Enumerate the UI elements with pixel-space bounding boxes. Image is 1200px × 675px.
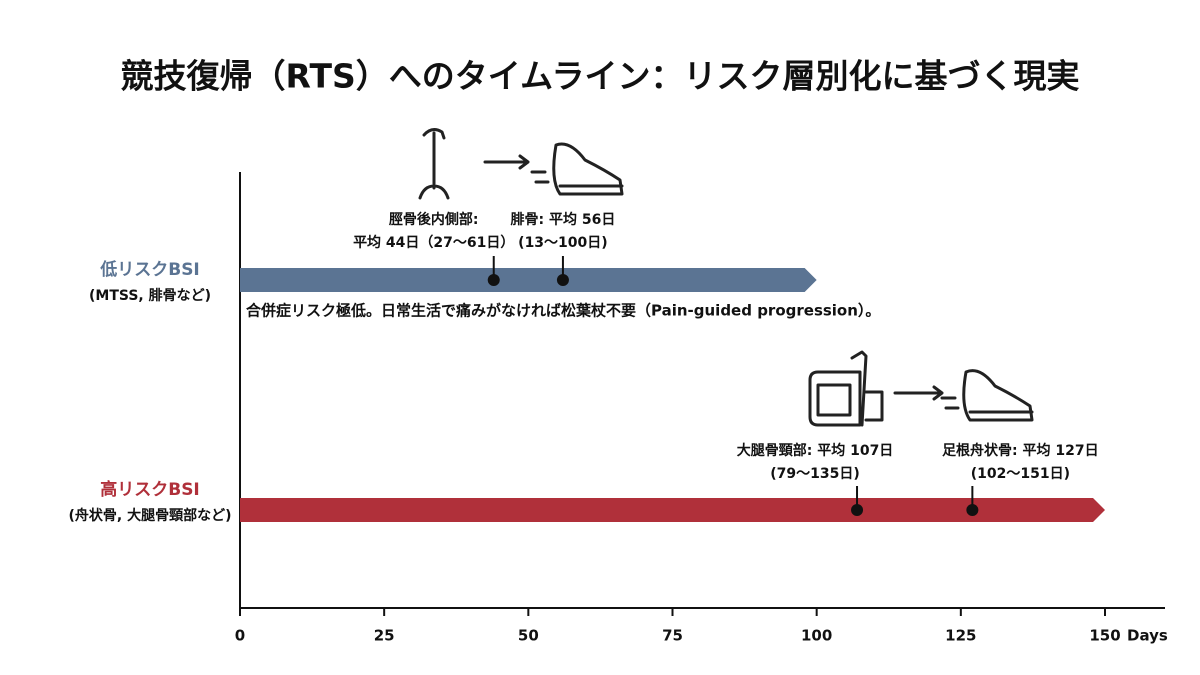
timeline-bar [240, 268, 817, 292]
milestone-label: 平均 44日（27〜61日） [353, 234, 514, 251]
bike-icon [808, 350, 884, 427]
x-axis-label: Days [1127, 627, 1168, 645]
milestone-label: 腓骨: 平均 56日 [511, 211, 616, 228]
x-tick-label: 100 [801, 627, 832, 645]
series-sub: (舟状骨, 大腿骨頸部など) [69, 507, 232, 524]
shoe-icon [940, 369, 1034, 422]
milestone-label: (102〜151日) [971, 466, 1070, 482]
chart-title: 競技復帰（RTS）へのタイムライン：リスク層別化に基づく現実 [121, 57, 1080, 96]
cane-icon [418, 128, 450, 200]
shoe-icon [530, 142, 624, 196]
arrow-icon [483, 154, 530, 170]
milestone-label: 足根舟状骨: 平均 127日 [942, 442, 1099, 459]
series-sub: (MTSS, 腓骨など) [89, 287, 211, 304]
milestone-label: 脛骨後内側部: [389, 211, 479, 228]
series-name: 低リスクBSI [99, 259, 200, 280]
x-tick-label: 25 [374, 627, 395, 645]
x-tick-label: 50 [518, 627, 539, 645]
milestone-dot [487, 274, 500, 286]
timeline-bar [240, 498, 1105, 522]
milestone-dot [851, 504, 864, 516]
x-tick-label: 125 [945, 627, 976, 645]
series-note: 合併症リスク極低。日常生活で痛みがなければ松葉杖不要（Pain-guided p… [245, 302, 880, 320]
x-tick-label: 150 [1089, 627, 1120, 645]
x-tick-label: 0 [235, 627, 245, 645]
milestone-label: 大腿骨頸部: 平均 107日 [737, 442, 894, 459]
milestone-dot [966, 504, 979, 516]
series-name: 高リスクBSI [100, 479, 200, 500]
arrow-icon [893, 385, 944, 401]
x-tick-label: 75 [662, 627, 683, 645]
milestone-dot [556, 274, 569, 286]
milestone-label: (79〜135日) [770, 466, 860, 482]
milestone-label: (13〜100日) [518, 235, 608, 251]
